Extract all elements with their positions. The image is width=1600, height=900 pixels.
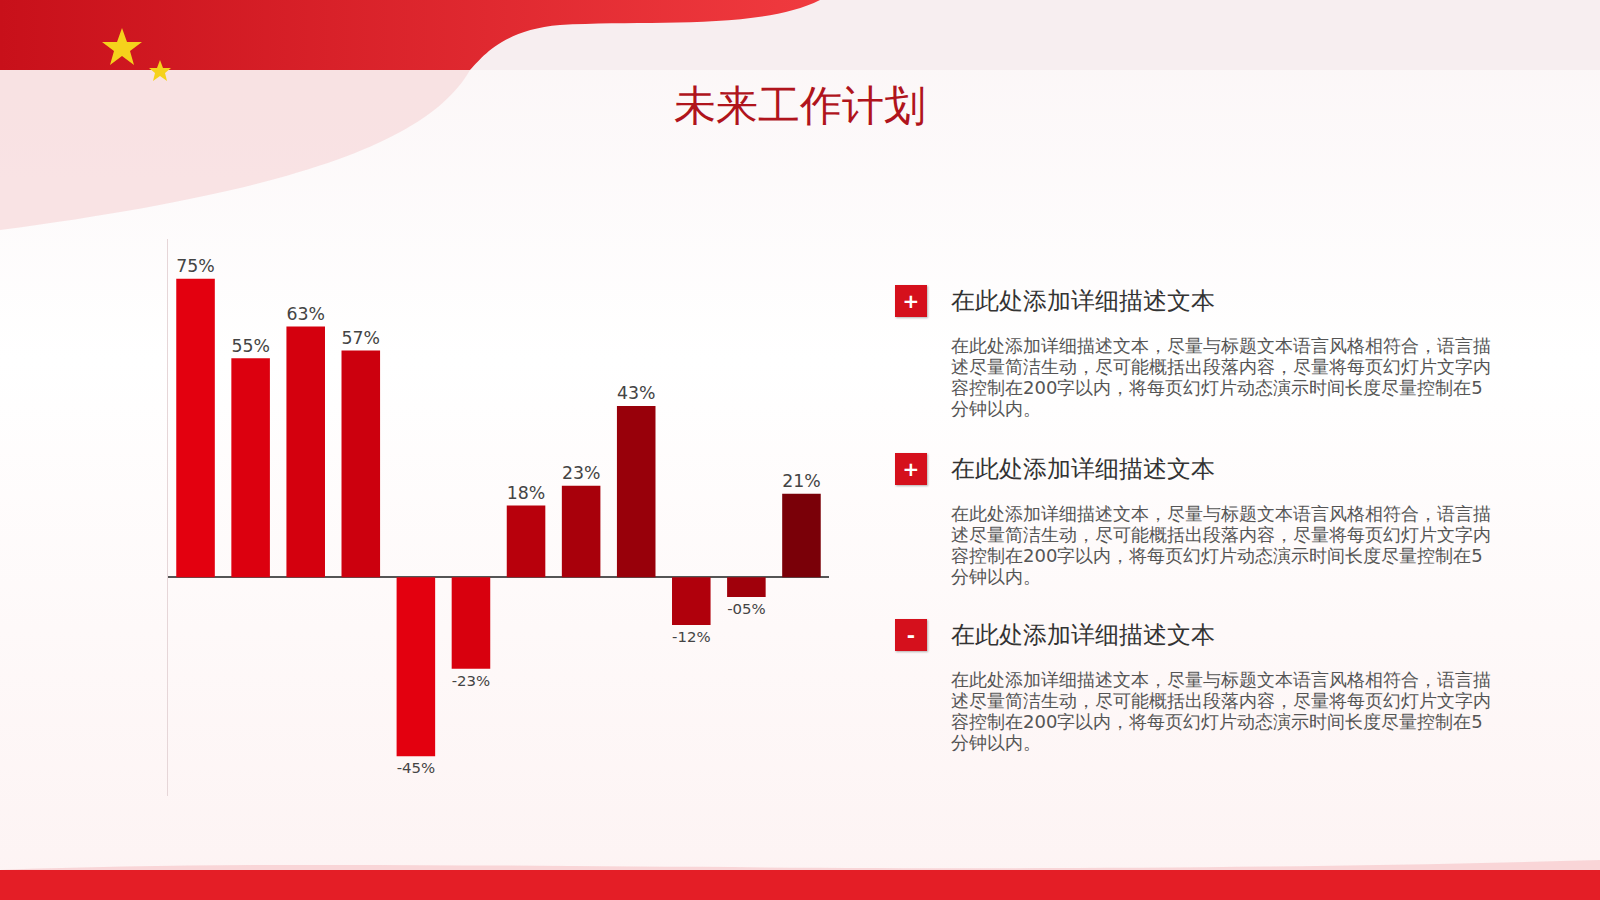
html-text:未来工作计划: 未来工作计划 xyxy=(674,81,926,130)
svg-text:-23%: -23% xyxy=(452,672,491,690)
svg-text:-12%: -12% xyxy=(672,628,711,646)
html-text:在此处添加详细描述文本: 在此处添加详细描述文本 xyxy=(951,621,1215,649)
html-text:在此处添加详细描述文本，尽量与标题文本语言风格相符合，语言描: 在此处添加详细描述文本，尽量与标题文本语言风格相符合，语言描述尽量简洁生动，尽可… xyxy=(951,503,1491,587)
html-text:在此处添加详细描述文本: 在此处添加详细描述文本 xyxy=(951,455,1215,483)
html-text:在此处添加详细描述文本，尽量与标题文本语言风格相符合，语言描: 在此处添加详细描述文本，尽量与标题文本语言风格相符合，语言描述尽量简洁生动，尽可… xyxy=(951,335,1491,419)
svg-text:57%: 57% xyxy=(342,328,381,348)
svg-text:-45%: -45% xyxy=(397,759,436,777)
html-text:在此处添加详细描述文本，尽量与标题文本语言风格相符合，语言描: 在此处添加详细描述文本，尽量与标题文本语言风格相符合，语言描述尽量简洁生动，尽可… xyxy=(951,669,1491,753)
svg-text:43%: 43% xyxy=(617,383,656,403)
svg-text:55%: 55% xyxy=(231,336,270,356)
svg-text:-05%: -05% xyxy=(727,600,766,618)
html-text:在此处添加详细描述文本: 在此处添加详细描述文本 xyxy=(951,287,1215,315)
svg-text:63%: 63% xyxy=(286,304,325,324)
svg-text:21%: 21% xyxy=(782,471,821,491)
svg-text:23%: 23% xyxy=(562,463,601,483)
svg-text:75%: 75% xyxy=(176,256,215,276)
svg-text:18%: 18% xyxy=(507,483,546,503)
